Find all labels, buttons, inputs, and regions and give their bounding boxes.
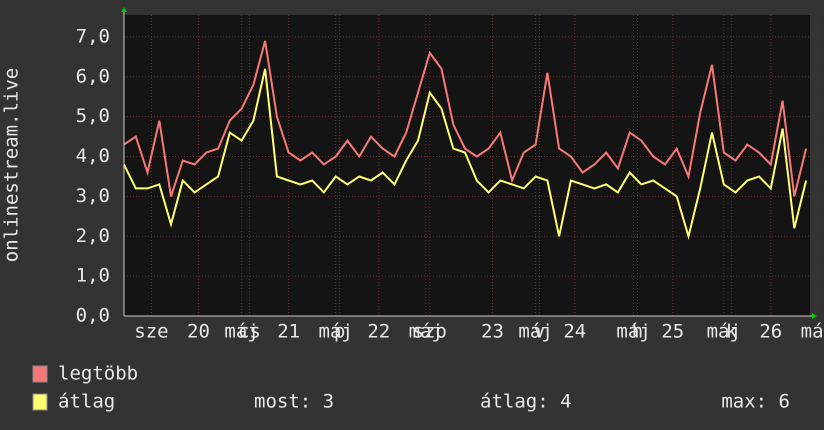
summary: átlag: 4 (480, 391, 572, 413)
x-tick-label: máj (319, 321, 353, 343)
legend-label: átlag (58, 391, 115, 413)
y-tick-label: 2,0 (76, 225, 110, 247)
y-tick-label: 4,0 (76, 145, 110, 167)
x-tick-label: máj (518, 321, 552, 343)
y-tick-label: 7,0 (76, 25, 110, 47)
summary: most: 3 (254, 391, 334, 413)
y-tick-label: 6,0 (76, 65, 110, 87)
x-tick-label: 20 (187, 321, 210, 343)
summary: max: 6 (721, 391, 790, 413)
y-axis-label: onlinestream.live (1, 68, 23, 262)
x-tick-label: máj (801, 321, 824, 343)
y-tick-label: 5,0 (76, 105, 110, 127)
x-tick-label: 25 (661, 321, 684, 343)
x-tick-label: máj (224, 321, 258, 343)
x-tick-label: 26 (759, 321, 782, 343)
x-tick-label: máj (616, 321, 650, 343)
x-tick-label: máj (409, 321, 443, 343)
y-tick-label: 0,0 (76, 305, 110, 327)
axis-arrow (812, 313, 817, 319)
legend-label: legtöbb (58, 363, 138, 385)
x-tick-label: szo (413, 321, 447, 343)
x-tick-label: h (632, 321, 643, 343)
axis-arrow (121, 7, 127, 12)
x-tick-label: sze (134, 321, 168, 343)
x-tick-label: p (334, 321, 345, 343)
y-tick-label: 3,0 (76, 185, 110, 207)
x-tick-label: 24 (563, 321, 586, 343)
data-line (123, 40, 808, 197)
legend-swatch (32, 393, 48, 411)
x-tick-label: 22 (367, 321, 390, 343)
x-tick-label: k (726, 321, 738, 343)
y-tick-label: 1,0 (76, 265, 110, 287)
plot-area (124, 15, 810, 316)
data-line (123, 68, 808, 241)
x-tick-label: máj (707, 321, 741, 343)
x-tick-label: 21 (277, 321, 300, 343)
x-tick-label: cs (238, 321, 261, 343)
x-tick-label: 23 (481, 321, 504, 343)
x-tick-label: v (534, 321, 545, 343)
legend-swatch (32, 365, 48, 383)
